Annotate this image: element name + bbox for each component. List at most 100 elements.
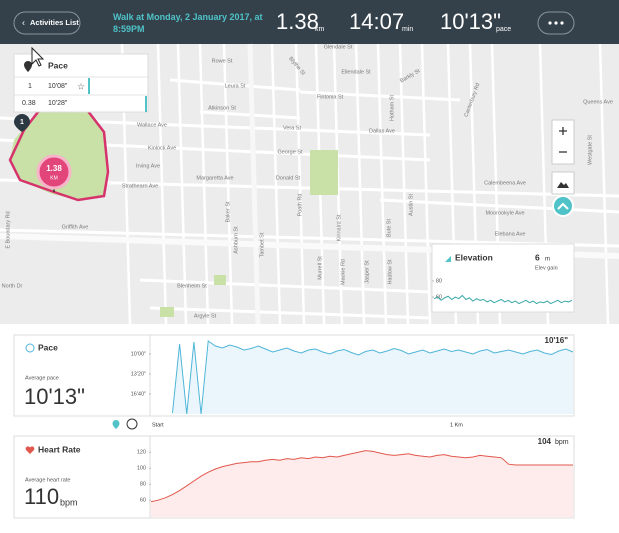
street-label: Ashburn St xyxy=(233,226,239,254)
road xyxy=(222,43,234,325)
lap-marker[interactable] xyxy=(14,114,30,132)
y-tick-label: 80 xyxy=(436,278,442,284)
street-label: Irving Ave xyxy=(136,163,160,169)
elevation-icon xyxy=(445,256,451,262)
location-toggle[interactable] xyxy=(112,420,120,429)
pin-icon xyxy=(24,61,32,72)
heart-rate-title: Heart Rate xyxy=(38,444,81,454)
y-tick-label: 60 xyxy=(436,295,442,301)
street-label: Argyle St xyxy=(194,313,217,319)
park xyxy=(310,150,338,195)
lap-marker-label: 1 xyxy=(20,119,24,126)
distance-marker[interactable] xyxy=(36,154,72,190)
street-label: Calembeena Ave xyxy=(484,180,526,186)
street-label: E Boundary Rd xyxy=(5,211,11,248)
chart-area xyxy=(172,341,573,414)
marker-value: 1.38 xyxy=(46,164,62,173)
average-pace-label: Average pace xyxy=(25,375,59,381)
y-tick-label: 80 xyxy=(140,482,146,488)
road xyxy=(139,278,431,294)
elevation-gain-unit: m xyxy=(545,257,550,263)
y-tick-label: 16'40" xyxy=(131,391,146,397)
distance-unit: km xyxy=(315,26,325,33)
pace-unit: pace xyxy=(496,26,511,33)
top-bar xyxy=(0,0,619,44)
distance: 1.38 xyxy=(276,9,319,34)
zoom-in[interactable] xyxy=(559,127,567,135)
park xyxy=(10,100,108,200)
time-toggle[interactable] xyxy=(126,418,138,430)
park xyxy=(214,275,226,285)
lap-number: 0.38 xyxy=(22,100,36,107)
activity-title: Walk at Monday, 2 January 2017, at 8:59P… xyxy=(113,12,263,34)
back-chevron: ‹ xyxy=(22,17,25,27)
lap-number: 1 xyxy=(28,83,32,90)
y-tick-label: 60 xyxy=(140,498,146,504)
average-hr: 110 xyxy=(24,484,59,509)
road xyxy=(379,198,619,214)
pace-chart-title: Pace xyxy=(38,342,58,352)
terrain-icon xyxy=(557,182,569,188)
back-button[interactable] xyxy=(13,11,81,35)
street-label: Mackie Rd xyxy=(340,259,346,285)
pace-icon xyxy=(25,343,35,353)
street-label: Dallas Ave xyxy=(369,128,395,134)
y-tick-label: 13'20" xyxy=(131,371,146,377)
street-label: Leura St xyxy=(225,83,246,89)
duration-unit: min xyxy=(402,26,413,33)
elevation-card xyxy=(431,243,575,313)
street-label: Griffith Ave xyxy=(62,224,89,230)
max-hr: 104 xyxy=(538,437,552,446)
popup-title: Pace xyxy=(48,60,68,70)
street-label: Blenheim St xyxy=(177,283,207,289)
street-label: Poath Rd xyxy=(297,194,303,217)
street-label: Baker St xyxy=(225,201,231,223)
street-label: Austin St xyxy=(408,194,414,216)
average-pace: 10'13" xyxy=(24,384,85,409)
road xyxy=(420,43,432,325)
street-label: Westgate St xyxy=(587,135,593,165)
street-label: Margaretta Ave xyxy=(196,175,233,181)
road xyxy=(149,306,431,320)
road xyxy=(176,43,188,325)
terrain-button[interactable] xyxy=(551,171,575,195)
street-label: Strathearn Ave xyxy=(122,183,158,189)
road xyxy=(169,78,301,92)
lap-pace: 10'28" xyxy=(48,100,68,107)
road xyxy=(354,43,366,325)
street-label: Elebana Ave xyxy=(495,231,526,237)
street-label: Queens Ave xyxy=(583,99,613,105)
back-label[interactable]: Activities List xyxy=(30,18,79,27)
road xyxy=(376,43,388,325)
y-tick-label: 10'00" xyxy=(131,351,146,357)
road xyxy=(198,43,210,325)
street-label: Rowe St xyxy=(212,58,233,64)
road xyxy=(270,43,282,325)
max-hr-unit: bpm xyxy=(555,439,569,446)
street-label: Hadlow St xyxy=(387,259,393,285)
street-label: Donald St xyxy=(276,175,301,181)
y-tick-label: 120 xyxy=(137,450,146,456)
zoom-control xyxy=(551,119,575,165)
x-axis-start: Start xyxy=(152,422,164,428)
street-label: Tambet St xyxy=(259,232,265,257)
more-button[interactable] xyxy=(537,11,575,35)
chart-line xyxy=(433,294,573,305)
street-label: Atkinson St xyxy=(208,105,236,111)
street-label: Ellendale St xyxy=(341,69,371,75)
elevation-title: Elevation xyxy=(455,252,493,262)
street-label: Fintonia St xyxy=(317,94,344,100)
chart-area xyxy=(151,450,573,517)
elevation-toggle[interactable] xyxy=(552,195,574,217)
street-label: Hotham St xyxy=(389,95,395,121)
roads xyxy=(0,43,619,325)
elevation-gain-label: Elev gain xyxy=(535,265,558,271)
park xyxy=(160,307,174,317)
x-axis-km: 1 Km xyxy=(450,422,463,428)
street-label: George St xyxy=(277,149,303,155)
lap-pace: 10'08" xyxy=(48,83,68,90)
road xyxy=(398,43,410,325)
star-icon[interactable]: ☆ xyxy=(77,81,85,91)
